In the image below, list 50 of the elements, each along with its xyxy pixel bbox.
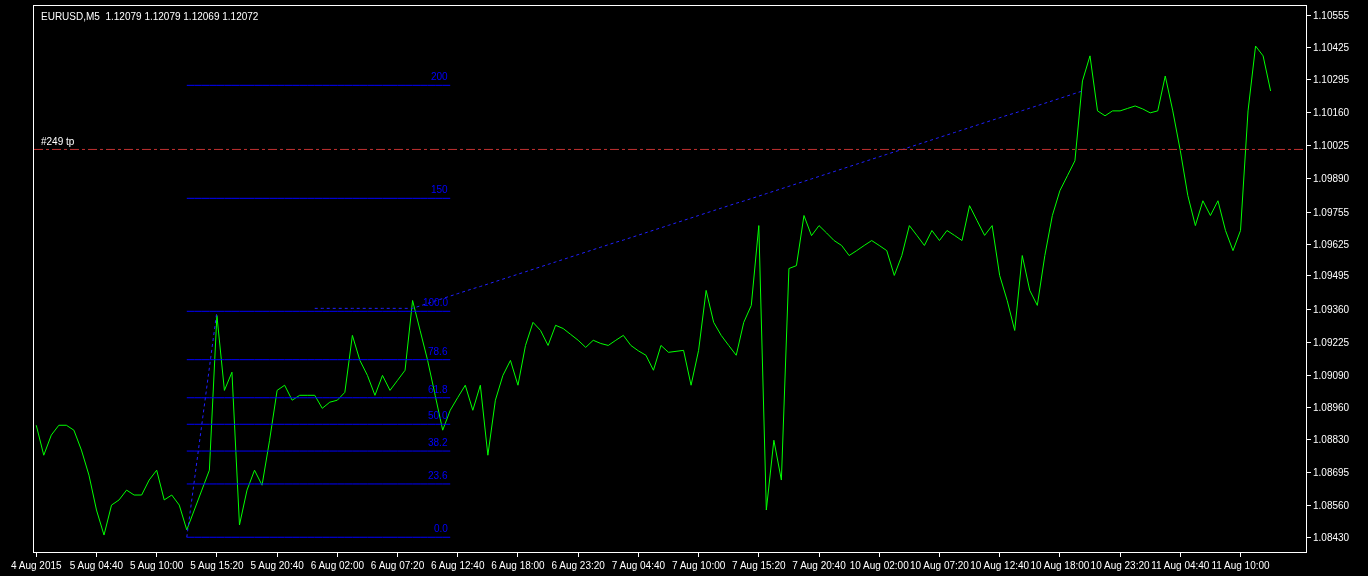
x-tick-label: 7 Aug 20:40 [792, 560, 847, 571]
line-series [35, 45, 1272, 536]
x-tick-label: 5 Aug 10:00 [129, 560, 184, 571]
series-label: 38.2 [428, 437, 448, 448]
series-label: 23.6 [428, 470, 448, 481]
series-label: 78.6 [428, 346, 448, 357]
y-tick-label: 1.10555 [1313, 10, 1350, 22]
y-tick-label: 1.09755 [1313, 206, 1350, 218]
x-tick-label: 10 Aug 23:20 [1090, 560, 1150, 571]
x-tick-label: 5 Aug 04:40 [69, 560, 124, 571]
x-tick-label: 10 Aug 18:00 [1030, 560, 1090, 571]
y-tick-label: 1.09360 [1313, 303, 1350, 315]
y-tick-label: 1.09225 [1313, 336, 1350, 348]
y-tick-label: 1.09090 [1313, 369, 1350, 381]
y-tick-label: 1.08430 [1313, 532, 1350, 544]
series-label: 150 [431, 184, 449, 195]
y-tick-label: 1.08695 [1313, 466, 1350, 478]
x-tick-label: 5 Aug 15:20 [190, 560, 245, 571]
x-tick-label: 11 Aug 10:00 [1211, 560, 1271, 571]
x-tick-label: 7 Aug 04:40 [611, 560, 666, 571]
x-tick-label: 4 Aug 2015 [10, 560, 62, 571]
x-tick-label: 6 Aug 18:00 [491, 560, 546, 571]
series-label: 100.0 [423, 297, 449, 308]
y-tick-label: 1.09495 [1313, 270, 1350, 282]
x-tick-label: 6 Aug 02:00 [310, 560, 365, 571]
y-tick-label: 1.08830 [1313, 433, 1350, 445]
x-tick-label: 6 Aug 23:20 [551, 560, 606, 571]
series-label: 200 [431, 71, 449, 82]
y-tick-label: 1.09890 [1313, 173, 1350, 185]
x-tick-label: 11 Aug 04:40 [1151, 560, 1210, 571]
x-tick-label: 7 Aug 10:00 [671, 560, 726, 571]
x-tick-label: 6 Aug 12:40 [431, 560, 485, 571]
text: EURUSD,M5 1.12079 1.12079 1.12069 1.12072 [41, 11, 259, 22]
y-tick-label: 1.08960 [1313, 401, 1350, 413]
y-tick-label: 1.09625 [1313, 238, 1350, 250]
ref-line-label: #249 tp [41, 136, 75, 147]
series-label: 50.0 [428, 410, 448, 421]
y-tick-label: 1.10160 [1313, 107, 1350, 119]
series-label: 0.0 [434, 523, 449, 534]
x-tick-label: 6 Aug 07:20 [370, 560, 425, 571]
x-tick-label: 5 Aug 20:40 [250, 560, 305, 571]
y-tick-label: 1.10425 [1313, 42, 1350, 54]
x-tick-label: 10 Aug 02:00 [849, 560, 910, 571]
line-series [314, 90, 1083, 309]
y-tick-label: 1.08560 [1313, 500, 1350, 512]
y-tick-label: 1.10295 [1313, 73, 1350, 85]
x-tick-label: 7 Aug 15:20 [732, 560, 786, 571]
y-tick-label: 1.10025 [1313, 140, 1350, 152]
x-tick-label: 10 Aug 12:40 [970, 560, 1030, 571]
x-tick-label: 10 Aug 07:20 [909, 560, 970, 571]
